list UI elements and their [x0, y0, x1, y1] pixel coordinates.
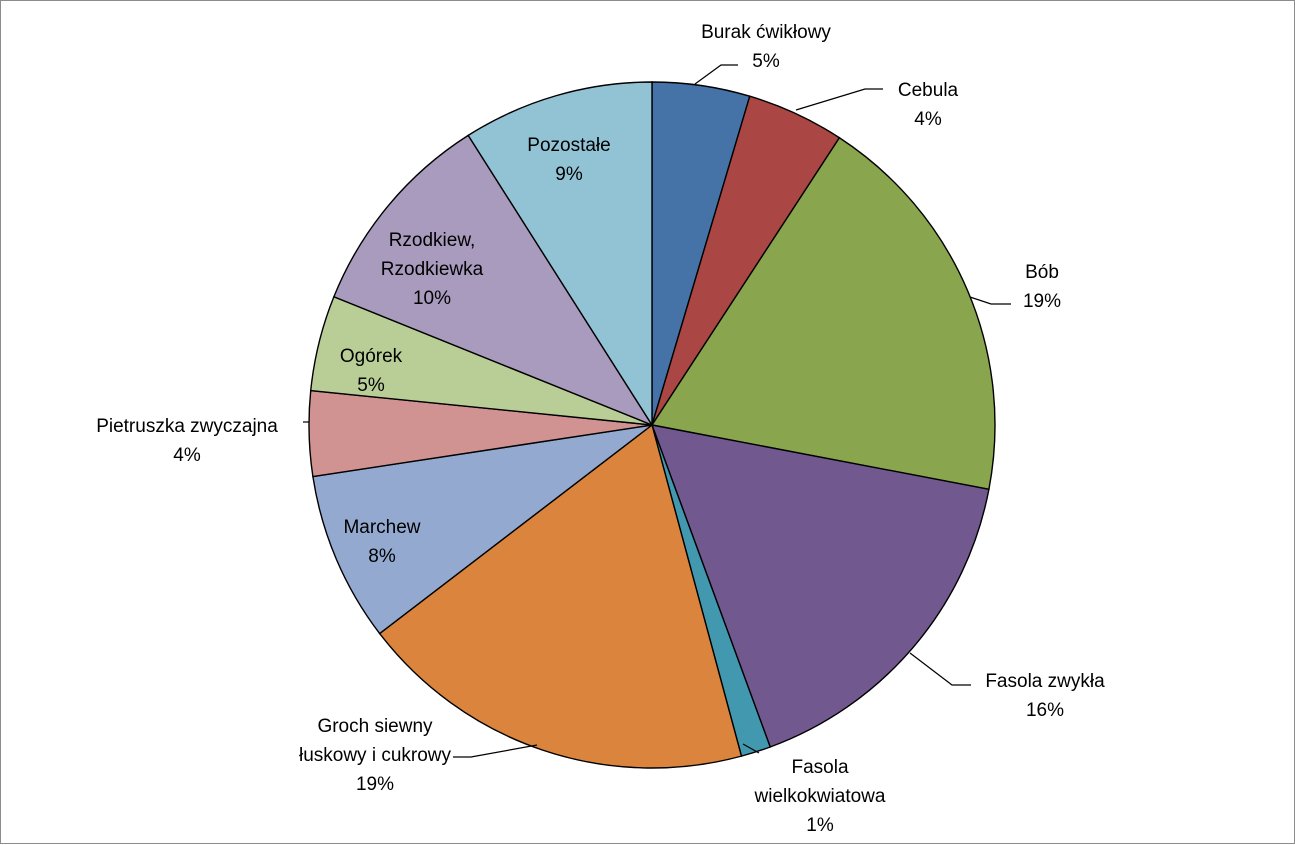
pie-slice — [312, 424, 653, 635]
slice-name: Burak ćwikłowy — [701, 22, 831, 43]
pie-slice — [650, 136, 996, 491]
leader-line — [453, 744, 538, 758]
slice-name: Bób — [1025, 262, 1059, 283]
slice-percent: 8% — [368, 546, 396, 567]
leader-line — [694, 64, 738, 85]
slice-percent: 1% — [806, 815, 834, 836]
leader-line — [795, 88, 883, 111]
slice-name: Rzodkiewka — [381, 259, 484, 280]
slice-name: Marchew — [343, 517, 420, 538]
slice-label: Ogórek 5% — [340, 346, 403, 396]
slice-label: Pozostałe 9% — [527, 135, 610, 185]
slice-label: Groch siewny łuskowy i cukrowy 19% — [299, 716, 452, 795]
pie-slice — [378, 423, 743, 769]
slice-percent: 16% — [1026, 700, 1064, 721]
slice-name: Fasola zwykła — [985, 671, 1105, 692]
leader-line — [969, 296, 1011, 305]
slice-percent: 5% — [357, 375, 385, 396]
leader-line — [742, 743, 760, 754]
slice-label: Burak ćwikłowy 5% — [701, 22, 831, 72]
slice-name: Pozostałe — [527, 135, 610, 156]
slice-name: Fasola — [791, 757, 848, 778]
slice-percent: 4% — [914, 109, 942, 130]
slice-percent: 19% — [356, 774, 394, 795]
slice-name: wielkokwiatowa — [754, 786, 886, 807]
slice-label: Cebula 4% — [898, 80, 959, 130]
slice-label: Fasola zwykła 16% — [985, 671, 1105, 721]
slice-label: Rzodkiew, Rzodkiewka 10% — [381, 230, 484, 309]
slice-name: Groch siewny — [317, 716, 433, 737]
slice-percent: 5% — [752, 51, 780, 72]
slice-percent: 19% — [1023, 291, 1061, 312]
slice-label: Bób 19% — [1023, 262, 1061, 312]
slice-name: Cebula — [898, 80, 959, 101]
slice-name: łuskowy i cukrowy — [299, 745, 452, 766]
slice-label: Fasola wielkokwiatowa 1% — [754, 757, 886, 836]
leader-line — [909, 652, 971, 686]
slice-label: Marchew 8% — [343, 517, 420, 567]
slice-name: Rzodkiew, — [389, 230, 476, 251]
slice-name: Ogórek — [340, 346, 403, 367]
pie-slice — [650, 424, 990, 748]
slice-name: Pietruszka zwyczajna — [96, 416, 278, 437]
slice-label: Pietruszka zwyczajna 4% — [96, 416, 278, 466]
pie-slice — [332, 134, 654, 427]
slice-percent: 10% — [413, 288, 451, 309]
slice-percent: 4% — [173, 445, 201, 466]
pie-slice — [467, 81, 653, 428]
slice-percent: 9% — [555, 164, 583, 185]
